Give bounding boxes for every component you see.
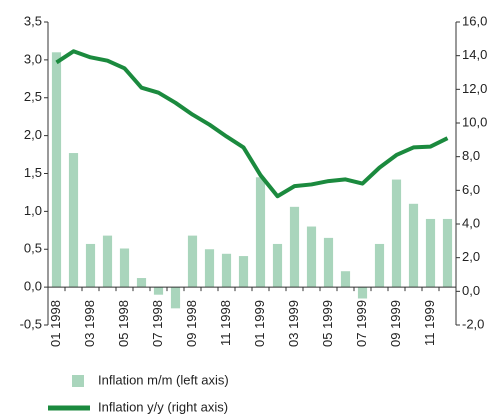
x-tick-label: 05 1998 bbox=[116, 300, 131, 347]
bar bbox=[238, 256, 249, 288]
legend-label: Inflation m/m (left axis) bbox=[98, 372, 229, 387]
y-tick-label: 1,5 bbox=[24, 165, 42, 180]
bar bbox=[170, 287, 181, 309]
x-tick-label: 09 1999 bbox=[388, 300, 403, 347]
y-tick-label: 1,0 bbox=[24, 203, 42, 218]
bar bbox=[85, 243, 96, 288]
y2-tick-label: 8,0 bbox=[462, 148, 480, 163]
bar bbox=[187, 235, 198, 288]
bar bbox=[289, 206, 300, 288]
y-tick-label: 0,5 bbox=[24, 241, 42, 256]
bar bbox=[340, 271, 351, 288]
bar bbox=[255, 177, 266, 288]
y2-tick-label: 14,0 bbox=[462, 47, 487, 62]
bar bbox=[153, 287, 164, 295]
x-tick-label: 07 1998 bbox=[150, 300, 165, 347]
y-tick-label: -0,5 bbox=[20, 316, 42, 331]
x-tick-label: 03 1998 bbox=[82, 300, 97, 347]
x-tick-label: 03 1999 bbox=[286, 300, 301, 347]
line bbox=[55, 49, 449, 199]
bar bbox=[119, 248, 130, 288]
x-tick-label: 07 1999 bbox=[354, 300, 369, 347]
y2-tick-label: 12,0 bbox=[462, 81, 487, 96]
bar bbox=[204, 249, 215, 288]
x-tick-label: 11 1999 bbox=[422, 300, 437, 346]
y-tick-label: 2,0 bbox=[24, 127, 42, 142]
bar bbox=[136, 278, 147, 288]
y-tick-label: 2,5 bbox=[24, 89, 42, 104]
bar bbox=[425, 218, 436, 288]
y2-tick-label: -2,0 bbox=[462, 316, 484, 331]
bar bbox=[102, 235, 113, 288]
legend-swatch bbox=[72, 375, 84, 387]
bar bbox=[51, 52, 62, 288]
x-tick-label: 09 1998 bbox=[184, 300, 199, 347]
x-tick-label: 05 1999 bbox=[320, 300, 335, 347]
y2-tick-label: 4,0 bbox=[462, 215, 480, 230]
y2-tick-label: 0,0 bbox=[462, 283, 480, 298]
y2-tick-label: 2,0 bbox=[462, 249, 480, 264]
bar bbox=[323, 237, 334, 288]
y2-tick-label: 16,0 bbox=[462, 13, 487, 28]
bar bbox=[357, 287, 368, 299]
y2-tick-label: 6,0 bbox=[462, 182, 480, 197]
bar bbox=[221, 253, 232, 288]
y-tick-label: 3,5 bbox=[24, 13, 42, 28]
bar bbox=[306, 226, 317, 288]
y-tick-label: 3,0 bbox=[24, 51, 42, 66]
bar bbox=[408, 203, 419, 288]
bar bbox=[442, 218, 453, 288]
bar bbox=[391, 179, 402, 288]
bar bbox=[272, 243, 283, 288]
x-tick-label: 11 1998 bbox=[218, 300, 233, 346]
x-tick-label: 01 1999 bbox=[252, 300, 267, 347]
x-tick-label: 01 1998 bbox=[48, 300, 63, 347]
y2-tick-label: 10,0 bbox=[462, 114, 487, 129]
bar bbox=[68, 153, 79, 288]
legend-label: Inflation y/y (right axis) bbox=[98, 399, 228, 414]
y-tick-label: 0,0 bbox=[24, 279, 42, 294]
bar bbox=[374, 243, 385, 288]
